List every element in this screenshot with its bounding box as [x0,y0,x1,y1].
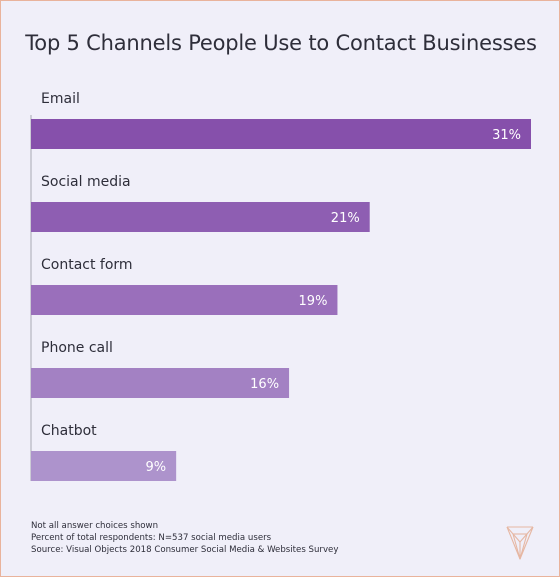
bar [31,119,531,149]
bar [31,451,177,481]
note-source: Source: Visual Objects 2018 Consumer Soc… [31,545,339,555]
chart-notes: Not all answer choices shown Percent of … [31,520,338,556]
bar [31,285,338,315]
category-label: Phone call [41,340,113,356]
category-label: Chatbot [41,423,97,439]
visual-objects-logo-icon [506,526,534,560]
category-label: Contact form [41,257,133,273]
bar [31,202,370,232]
bar [31,368,290,398]
data-label: 19% [299,294,328,309]
data-label: 16% [250,377,279,392]
note-respondents: Percent of total respondents: N=537 soci… [31,533,272,543]
data-label: 31% [492,128,521,143]
data-label: 9% [146,460,167,475]
bars-layer: Email 31% Social media 21% Contact form 19% Ph… [30,91,531,481]
chart-title: Top 5 Channels People Use to Contact Bus… [25,31,537,55]
note-answer-choices: Not all answer choices shown [31,521,159,531]
data-label: 21% [331,211,360,226]
category-label: Email [41,91,80,107]
category-label: Social media [41,174,131,190]
